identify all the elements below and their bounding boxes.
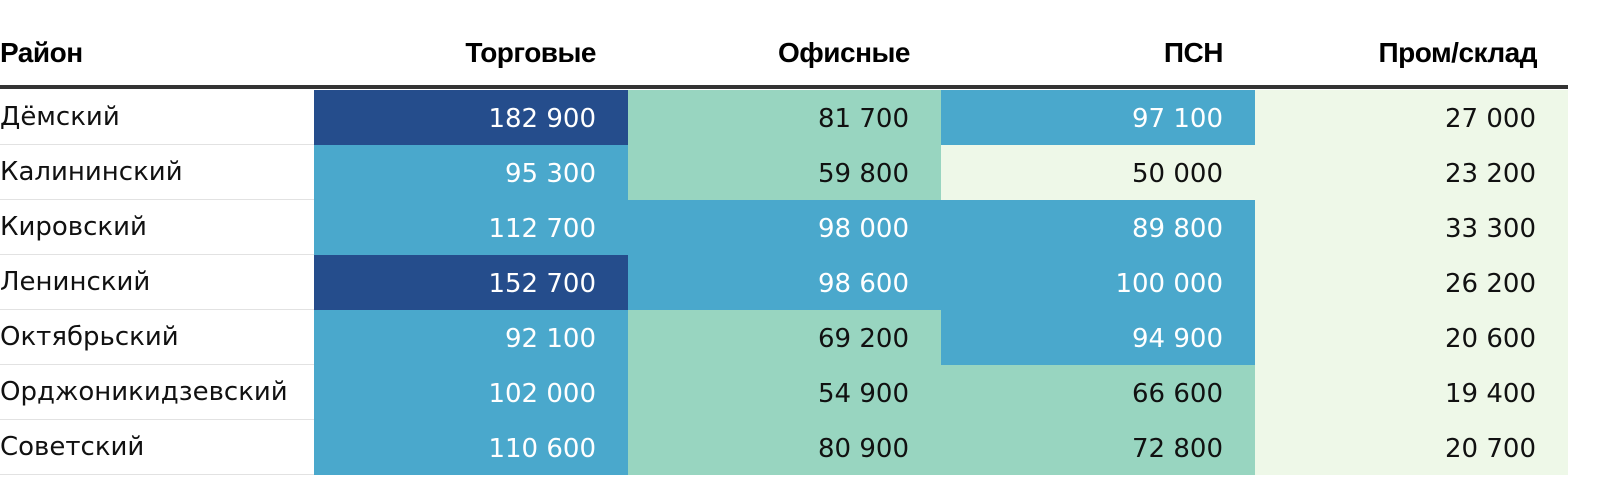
cell-value-label: 72 800 [1132,434,1223,464]
cell-value-label: 59 800 [818,159,909,189]
cell-value-label: 27 000 [1445,104,1536,134]
column-header-industrial: Пром/склад [1378,37,1537,68]
cell-value-label: 80 900 [818,434,909,464]
cell-value-label: 69 200 [818,324,909,354]
table-row: Ленинский 152 700 98 600 100 000 26 200 [0,255,1568,310]
cell-value-label: 97 100 [1132,104,1223,134]
cell-value-label: 54 900 [818,379,909,409]
table-row: Дёмский 182 900 81 700 97 100 27 000 [0,90,1568,145]
table-row: Орджоникидзевский 102 000 54 900 66 600 19 4… [0,365,1568,420]
district-name: Ленинский [0,267,151,297]
heatmap-cell: 182 900 [314,90,628,145]
cell-value-label: 23 200 [1445,159,1536,189]
cell-value-label: 95 300 [505,159,596,189]
heatmap-cell: 72 800 [941,420,1255,475]
district-name: Советский [0,432,145,462]
cell-value-label: 94 900 [1132,324,1223,354]
district-name: Калининский [0,157,183,187]
heatmap-cell: 92 100 [314,310,628,365]
cell-value-label: 102 000 [488,379,596,409]
heatmap-cell: 102 000 [314,365,628,420]
heatmap-cell: 59 800 [628,145,941,200]
heatmap-cell: 27 000 [1255,90,1568,145]
cell-value-label: 112 700 [488,214,596,244]
heatmap-cell: 95 300 [314,145,628,200]
heatmap-cell: 50 000 [941,145,1255,200]
cell-value-label: 98 600 [818,269,909,299]
heatmap-cell: 97 100 [941,90,1255,145]
cell-value-label: 20 600 [1445,324,1536,354]
heatmap-cell: 26 200 [1255,255,1568,310]
heatmap-cell: 110 600 [314,420,628,475]
heatmap-cell: 20 600 [1255,310,1568,365]
table-row: Октябрьский 92 100 69 200 94 900 20 600 [0,310,1568,365]
cell-value-label: 100 000 [1115,269,1223,299]
table-row: Советский 110 600 80 900 72 800 20 700 [0,420,1568,475]
table-row: Кировский 112 700 98 000 89 800 33 300 [0,200,1568,255]
heatmap-cell: 94 900 [941,310,1255,365]
heatmap-cell: 89 800 [941,200,1255,255]
district-name: Дёмский [0,102,120,132]
heatmap-cell: 98 600 [628,255,941,310]
column-header-district: Район [0,37,83,68]
cell-value-label: 19 400 [1445,379,1536,409]
heatmap-cell: 33 300 [1255,200,1568,255]
cell-value-label: 66 600 [1132,379,1223,409]
district-name: Кировский [0,212,147,242]
heatmap-cell: 80 900 [628,420,941,475]
table-row: Калининский 95 300 59 800 50 000 23 200 [0,145,1568,200]
heatmap-cell: 98 000 [628,200,941,255]
cell-value-label: 98 000 [818,214,909,244]
column-header-retail: Торговые [465,37,596,68]
district-name: Орджоникидзевский [0,377,288,407]
column-header-office: Офисные [778,37,910,68]
cell-value-label: 110 600 [488,434,596,464]
heatmap-cell: 152 700 [314,255,628,310]
heatmap-cell: 100 000 [941,255,1255,310]
heatmap-cell: 23 200 [1255,145,1568,200]
cell-value-label: 26 200 [1445,269,1536,299]
table-header: Район Торговые Офисные ПСН Пром/склад [0,0,1568,89]
heatmap-cell: 20 700 [1255,420,1568,475]
district-name: Октябрьский [0,322,179,352]
heatmap-cell: 81 700 [628,90,941,145]
cell-value-label: 92 100 [505,324,596,354]
heatmap-cell: 19 400 [1255,365,1568,420]
cell-value-label: 33 300 [1445,214,1536,244]
cell-value-label: 89 800 [1132,214,1223,244]
column-header-psn: ПСН [1163,37,1224,68]
cell-value-label: 152 700 [488,269,596,299]
cell-value-label: 50 000 [1132,159,1223,189]
cell-value-label: 20 700 [1445,434,1536,464]
heatmap-cell: 69 200 [628,310,941,365]
cell-value-label: 182 900 [488,104,596,134]
cell-value-label: 81 700 [818,104,909,134]
heatmap-cell: 112 700 [314,200,628,255]
heatmap-cell: 66 600 [941,365,1255,420]
heatmap-cell: 54 900 [628,365,941,420]
